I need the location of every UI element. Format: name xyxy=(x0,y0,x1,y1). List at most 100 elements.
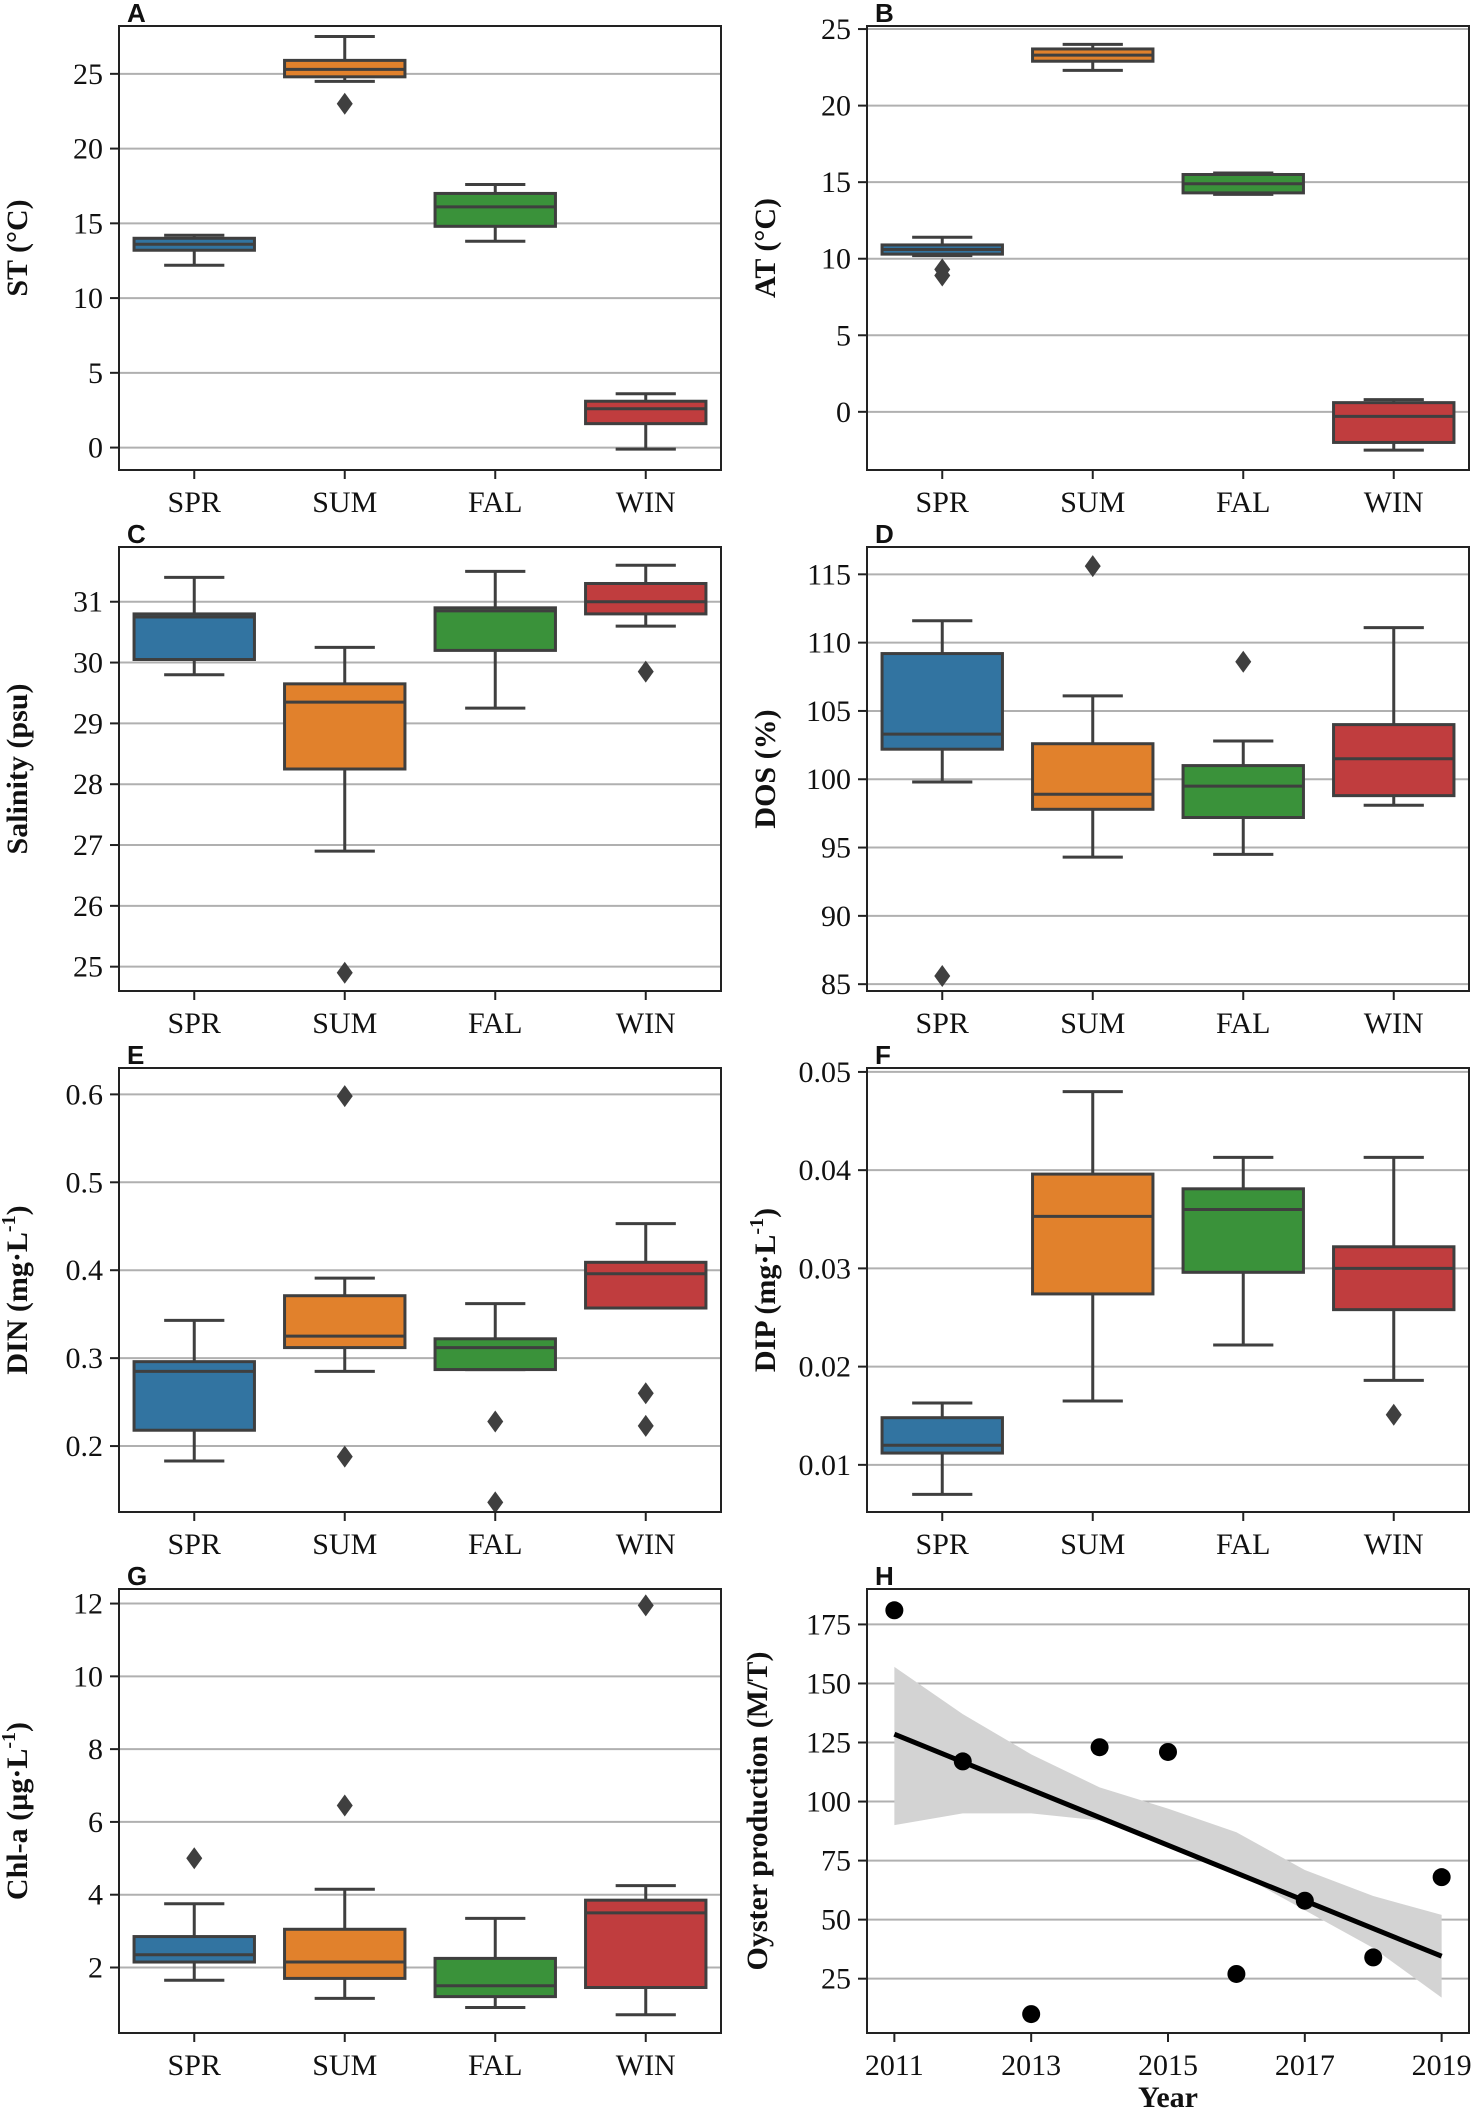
x-tick-label: SPR xyxy=(168,2049,221,2082)
x-axis-label: Year xyxy=(1138,2081,1198,2114)
panel-letter: E xyxy=(127,1040,144,1070)
y-tick-label: 115 xyxy=(807,558,851,591)
panel-b: 0 5 10 15 20 25 AT (°C) B SPR SUM FAL WIN xyxy=(749,0,1470,519)
y-tick-label: 28 xyxy=(73,768,103,801)
y-tick-label: 110 xyxy=(807,627,851,660)
x-tick-label: 2017 xyxy=(1275,2049,1335,2082)
data-point xyxy=(885,1601,904,1620)
box-iqr xyxy=(1181,1187,1305,1274)
x-tick-label: SPR xyxy=(916,1007,969,1040)
box-spr xyxy=(880,619,1004,987)
outlier-point xyxy=(336,92,353,115)
x-tick-label: SUM xyxy=(1060,1007,1125,1040)
panel-a: 0 5 10 15 20 25 ST (°C) A SPR SUM FAL WIN xyxy=(1,0,722,519)
box-spr xyxy=(132,1847,256,1982)
y-tick-label: 50 xyxy=(821,1904,851,1937)
box-win xyxy=(584,563,708,683)
y-tick-label: 0.5 xyxy=(66,1166,104,1199)
data-point xyxy=(1022,2005,1041,2024)
y-tick-label: 10 xyxy=(73,1660,103,1693)
box-iqr xyxy=(584,581,708,616)
box-win xyxy=(584,1222,708,1437)
x-tick-label: 2011 xyxy=(865,2049,924,2082)
outlier-point xyxy=(336,961,353,984)
box-spr xyxy=(880,1401,1004,1496)
x-tick-label: WIN xyxy=(616,2049,676,2082)
box-fal xyxy=(1181,1155,1305,1347)
box-win xyxy=(584,1594,708,2017)
y-tick-label: 26 xyxy=(73,890,103,923)
y-tick-label: 75 xyxy=(821,1845,851,1878)
y-tick-label: 25 xyxy=(821,13,851,46)
y-tick-label: 10 xyxy=(821,243,851,276)
y-tick-label: 175 xyxy=(806,1608,851,1641)
box-iqr xyxy=(1332,401,1456,444)
panel-letter: D xyxy=(875,519,894,549)
y-axis-label-superscript: -1 xyxy=(746,1218,768,1235)
y-axis-label-text: AT (°C) xyxy=(749,198,782,298)
y-tick-label: 10 xyxy=(73,282,103,315)
box-iqr xyxy=(584,1898,708,1990)
y-axis-label: DOS (%) xyxy=(749,709,782,828)
x-tick-label: SPR xyxy=(916,1528,969,1561)
outlier-point xyxy=(934,264,951,287)
box-win xyxy=(584,392,708,451)
x-tick-label: SUM xyxy=(312,1528,377,1561)
box-spr xyxy=(132,1318,256,1463)
box-iqr xyxy=(433,1956,557,1999)
y-tick-label: 0.2 xyxy=(66,1430,104,1463)
y-tick-label: 0.3 xyxy=(66,1342,104,1375)
y-axis-label-text: Chl-a (µg·L xyxy=(1,1749,34,1900)
x-tick-label: SUM xyxy=(312,1007,377,1040)
x-tick-label: SUM xyxy=(1060,1528,1125,1561)
x-tick-label: 2019 xyxy=(1412,2049,1472,2082)
box-sum xyxy=(1031,1090,1155,1403)
y-tick-label: 25 xyxy=(73,58,103,91)
x-tick-label: WIN xyxy=(616,1007,676,1040)
plot-frame xyxy=(866,1588,1470,2034)
y-axis-label-end: ) xyxy=(1,1722,34,1732)
panel-letter: H xyxy=(875,1561,894,1591)
box-spr xyxy=(132,233,256,267)
data-point xyxy=(1432,1868,1451,1887)
box-iqr xyxy=(1031,742,1155,811)
y-axis-label: AT (°C) xyxy=(749,198,782,298)
y-tick-label: 5 xyxy=(88,357,103,390)
outlier-point xyxy=(487,1491,504,1514)
x-tick-label: FAL xyxy=(468,1007,522,1040)
outlier-point xyxy=(637,1414,654,1437)
x-tick-label: FAL xyxy=(1216,1528,1270,1561)
y-axis-label-text: DIN (mg·L xyxy=(1,1232,34,1375)
y-tick-label: 150 xyxy=(806,1667,851,1700)
y-tick-label: 0.01 xyxy=(799,1449,852,1482)
x-tick-label: FAL xyxy=(468,1528,522,1561)
box-sum xyxy=(283,1794,407,2000)
box-iqr xyxy=(880,1416,1004,1455)
y-axis-label: Salinity (psu) xyxy=(1,684,34,855)
y-axis-label: ST (°C) xyxy=(1,199,34,296)
box-fal xyxy=(1181,171,1305,196)
y-tick-label: 0.6 xyxy=(66,1078,104,1111)
box-sum xyxy=(1031,555,1155,859)
y-axis-label: Chl-a (µg·L-1) xyxy=(0,1722,34,1900)
y-axis-label: DIN (mg·L-1) xyxy=(0,1205,34,1374)
box-sum xyxy=(1031,42,1155,72)
x-tick-label: FAL xyxy=(1216,486,1270,519)
x-tick-label: FAL xyxy=(1216,1007,1270,1040)
y-tick-label: 30 xyxy=(73,647,103,680)
y-tick-label: 29 xyxy=(73,707,103,740)
outlier-point xyxy=(1235,650,1252,673)
regression-line xyxy=(893,1731,1443,1959)
box-win xyxy=(1332,1155,1456,1426)
outlier-point xyxy=(336,1445,353,1468)
y-tick-label: 0 xyxy=(836,396,851,429)
box-fal xyxy=(433,182,557,243)
plot-frame xyxy=(118,1588,722,2034)
y-tick-label: 0 xyxy=(88,432,103,465)
x-tick-label: FAL xyxy=(468,2049,522,2082)
y-axis-label: Oyster production (M/T) xyxy=(741,1652,774,1971)
y-axis-label-superscript: -1 xyxy=(0,1215,20,1232)
y-tick-label: 85 xyxy=(821,968,851,1001)
y-tick-label: 20 xyxy=(73,133,103,166)
